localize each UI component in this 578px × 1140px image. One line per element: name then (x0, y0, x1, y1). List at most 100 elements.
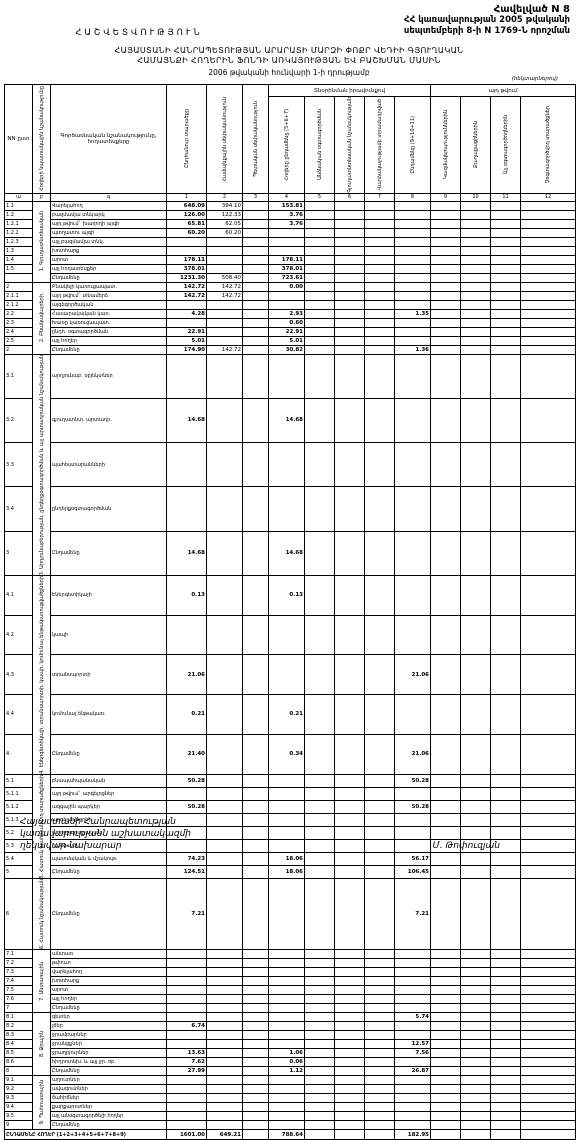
cell-col-8 (394, 1057, 431, 1068)
cell-col-2 (206, 864, 243, 880)
cell-col-3 (242, 218, 269, 229)
cell-col-11 (490, 1012, 521, 1023)
cell-col-7 (364, 308, 395, 319)
table-row: 8.2 լճեր 6.74 (4, 1021, 577, 1032)
cell-col-11 (490, 245, 521, 256)
cell-col-4 (268, 299, 305, 310)
total-col-8: 182.95 (394, 1129, 431, 1140)
row-name: խոտհարք (50, 976, 167, 987)
row-code: 5.1 (4, 773, 33, 788)
cell-col-2 (206, 654, 243, 696)
cell-col-4: 0.60 (268, 317, 305, 328)
table-row: 9.2 ավազուտներ (4, 1084, 577, 1095)
cell-col-6 (334, 799, 365, 814)
cell-col-5 (304, 574, 335, 616)
cell-col-1: 21.40 (166, 733, 207, 775)
cell-col-6 (334, 272, 365, 283)
cell-col-6 (334, 263, 365, 274)
cell-col-8 (394, 976, 431, 987)
total-col-12 (519, 1129, 577, 1140)
hdr-c6: Գյուղատնտեսական նշանակության (334, 96, 365, 194)
hdr-c3: Պետական սեփականություն (242, 84, 269, 194)
cell-col-7 (364, 799, 395, 814)
cell-col-11 (490, 1003, 521, 1014)
cell-col-9 (430, 614, 461, 656)
cell-col-9 (430, 236, 461, 247)
cell-col-11 (490, 1057, 521, 1068)
cell-col-11 (490, 442, 521, 488)
cell-col-10 (460, 245, 491, 256)
table-row: 2.3 Խառը կառուցապատ. 0.60 (4, 317, 577, 328)
cell-col-10 (460, 344, 491, 355)
cell-col-12 (519, 958, 577, 969)
cell-col-5 (304, 326, 335, 337)
row-name: ջրանցքներ (50, 1039, 167, 1050)
row-name: Ընդամենը (50, 1003, 167, 1014)
cell-col-3 (242, 1075, 269, 1086)
cell-col-11 (490, 825, 521, 840)
table-row: 5.4 պատմական և մշակութ. 74.23 18.06 56.17 (4, 851, 577, 866)
cell-col-11 (490, 1030, 521, 1041)
cell-col-12 (519, 1111, 577, 1122)
cell-col-3 (242, 530, 269, 576)
row-name: այդ թվում` տնամերձ (50, 290, 167, 301)
cell-col-11 (490, 1102, 521, 1113)
cell-col-9 (430, 1003, 461, 1014)
cell-col-12 (519, 335, 577, 346)
cell-col-7 (364, 949, 395, 960)
cell-col-5 (304, 958, 335, 969)
cell-col-10 (460, 976, 491, 987)
row-name: ճահիճներ (50, 1093, 167, 1104)
row-code: 7.3 (4, 967, 33, 978)
cell-col-6 (334, 1021, 365, 1032)
cell-col-5 (304, 272, 335, 283)
cell-col-12 (519, 486, 577, 532)
cell-col-2: 142.72 (206, 281, 243, 292)
cell-col-9 (430, 344, 461, 355)
hdr-group: Հողերի նպատակային նշանակությունը (32, 84, 51, 194)
cell-col-6 (334, 878, 365, 951)
cell-col-10 (460, 1120, 491, 1131)
cell-col-4 (268, 825, 305, 840)
cell-col-2 (206, 949, 243, 960)
cell-col-7 (364, 958, 395, 969)
cell-col-9 (430, 733, 461, 775)
cell-col-4 (268, 1003, 305, 1014)
cell-col-11 (490, 654, 521, 696)
cell-col-7 (364, 864, 395, 880)
cell-col-4 (268, 976, 305, 987)
cell-col-12 (519, 397, 577, 444)
cell-col-5 (304, 838, 335, 853)
row-code: 5 (4, 864, 33, 880)
land-group-g4: 4. Էներգետիկայի, տրանսպորտի, կապի, կոմու… (32, 574, 51, 775)
row-name: Ընդամենը (50, 344, 167, 355)
row-code: 2 (4, 281, 33, 292)
cell-col-8 (394, 236, 431, 247)
cell-col-6 (334, 353, 365, 399)
cell-col-11 (490, 733, 521, 775)
cell-col-5 (304, 1120, 335, 1131)
cell-col-4 (268, 1039, 305, 1050)
row-name: Ընդամենը (50, 530, 167, 576)
cell-col-10 (460, 773, 491, 788)
cell-col-1: 14.68 (166, 397, 207, 444)
cell-col-6 (334, 299, 365, 310)
cell-col-12 (519, 733, 577, 775)
table-row: 1.2.3 այլ բազմամյա տնկ. (4, 236, 577, 247)
land-group-g1: 1. Գյուղատնտեսական (32, 200, 51, 283)
cell-col-1 (166, 976, 207, 987)
cell-col-2 (206, 442, 243, 488)
cell-col-6 (334, 245, 365, 256)
cell-col-11 (490, 786, 521, 801)
cell-col-1: 0.13 (166, 574, 207, 616)
cell-col-7 (364, 344, 395, 355)
cell-col-4 (268, 245, 305, 256)
cell-col-2: 62.05 (206, 218, 243, 229)
cell-col-5 (304, 1039, 335, 1050)
cell-col-1 (166, 1084, 207, 1095)
cell-col-7 (364, 353, 395, 399)
cell-col-5 (304, 245, 335, 256)
cell-col-1: 6.74 (166, 1021, 207, 1032)
cell-col-6 (334, 486, 365, 532)
cell-col-3 (242, 773, 269, 788)
